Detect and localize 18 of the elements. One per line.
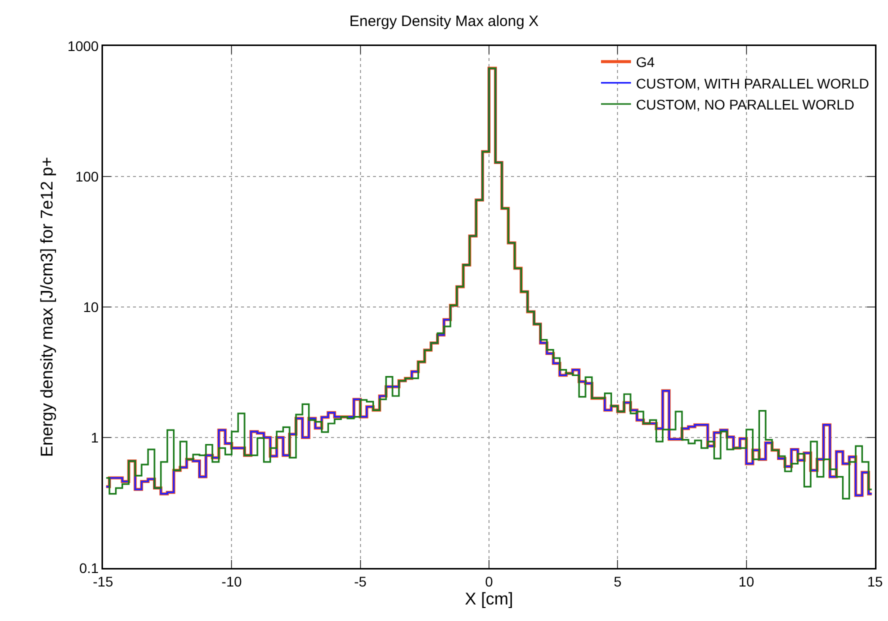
legend-label: CUSTOM, NO PARALLEL WORLD [636, 96, 854, 112]
y-tick-label: 0.1 [79, 560, 99, 576]
x-tick-label: 15 [867, 573, 883, 590]
legend-label: CUSTOM, WITH PARALLEL WORLD [636, 75, 870, 92]
y-tick-label: 100 [75, 168, 99, 184]
y-axis-title: Energy density max [J/cm3] for 7e12 p+ [37, 156, 56, 458]
x-tick-label: -15 [92, 573, 114, 590]
x-tick-label: 5 [614, 573, 622, 590]
x-tick-label: 0 [485, 573, 494, 590]
y-tick-label: 1 [90, 429, 99, 446]
x-tick-label: 10 [738, 573, 754, 590]
legend-label: G4 [636, 54, 655, 70]
y-tick-label: 10 [83, 298, 99, 315]
x-tick-label: -10 [222, 573, 242, 590]
y-tick-label: 1000 [68, 38, 99, 54]
x-axis-title: X [cm] [464, 589, 514, 608]
x-tick-label: -5 [354, 573, 367, 590]
chart-title: Energy Density Max along X [349, 13, 539, 30]
